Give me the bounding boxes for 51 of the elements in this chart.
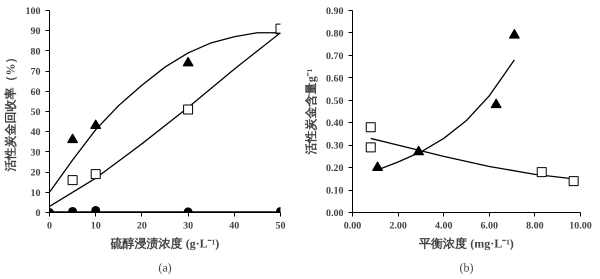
y-axis-title: 活性炭金含量g⁻¹ — [304, 68, 318, 156]
point — [91, 206, 100, 212]
point — [90, 119, 102, 130]
y-tick-label: 0.70 — [326, 50, 344, 62]
point — [182, 56, 194, 66]
y-tick-label: 0.80 — [326, 28, 344, 40]
point — [366, 122, 376, 132]
y-tick-label: 70 — [30, 66, 40, 78]
x-tick-label: 10.00 — [569, 220, 592, 232]
x-tick-label: 40 — [229, 220, 240, 232]
y-tick-label: 100 — [26, 6, 40, 17]
y-axis-title: 活性炭金回收率（%） — [4, 52, 18, 172]
x-tick-label: 0 — [47, 220, 52, 232]
y-tick-label: 0.30 — [326, 140, 344, 152]
y-tick-label: 30 — [30, 147, 40, 158]
x-axis-title: 硫醇浸渍浓度 (g·L⁻¹) — [110, 236, 220, 250]
y-tick-label: 40 — [30, 127, 40, 138]
x-tick-label: 2.00 — [389, 220, 407, 232]
y-tick-label: 20 — [30, 168, 40, 179]
point — [366, 142, 376, 152]
point — [568, 176, 579, 186]
y-tick-label: 0.60 — [326, 73, 344, 84]
x-tick-label: 0.00 — [344, 220, 362, 232]
text: (a) — [158, 260, 172, 274]
x-tick-label: 20 — [136, 220, 147, 232]
x-tick-label: 6.00 — [480, 220, 498, 232]
x-tick-label: 10 — [90, 220, 101, 232]
y-tick-label: 10 — [30, 188, 40, 199]
x-axis-title: 平衡浓度 (mg·L⁻¹) — [418, 236, 514, 250]
y-tick-label: 80 — [30, 46, 40, 58]
y-tick-label: 60 — [30, 86, 40, 98]
x-tick-label: 30 — [183, 220, 194, 232]
y-tick-label: 0.90 — [326, 6, 344, 17]
y-tick-label: 0.40 — [326, 118, 344, 130]
point — [67, 134, 78, 144]
x-tick-label: 4.00 — [434, 220, 452, 232]
y-tick-label: 0 — [36, 208, 40, 219]
point — [413, 146, 424, 156]
point — [536, 167, 547, 178]
point — [508, 28, 520, 39]
x-tick-label: 50 — [276, 220, 286, 232]
y-tick-label: 0.10 — [326, 186, 344, 197]
y-tick-label: 0.20 — [326, 163, 344, 174]
x-tick-label: 8.00 — [526, 220, 544, 232]
text: (b) — [460, 260, 474, 274]
y-tick-label: 0.00 — [326, 208, 344, 219]
point — [372, 161, 384, 171]
y-tick-label: 90 — [30, 26, 40, 38]
point — [490, 98, 502, 108]
y-tick-label: 50 — [30, 107, 40, 118]
y-tick-label: 0.50 — [326, 96, 344, 107]
